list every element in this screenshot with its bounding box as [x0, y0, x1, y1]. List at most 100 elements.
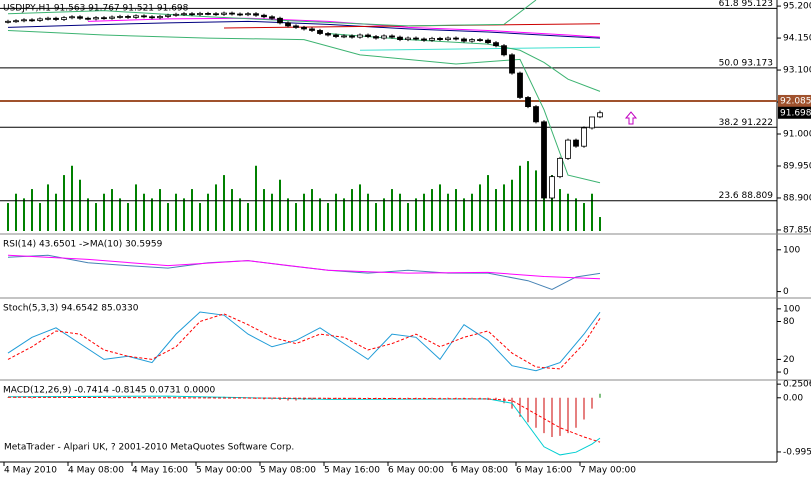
indicator-line — [359, 46, 601, 51]
candle-body — [149, 16, 155, 19]
fibo-label: 50.0 93.173 — [719, 58, 773, 68]
footer: MetaTrader - Alpari UK, ? 2001-2010 Meta… — [4, 443, 294, 453]
candle-body — [253, 13, 259, 16]
candle-body — [277, 17, 283, 24]
candle-body — [165, 14, 171, 17]
candle-body — [533, 106, 539, 123]
time-label: 6 May 00:00 — [388, 466, 444, 476]
pane-title: Stoch(5,3,3) 94.6542 85.0330 — [3, 304, 139, 314]
y-tick-label: 89.950 — [783, 161, 811, 171]
fibo-label: 38.2 91.222 — [719, 118, 773, 128]
y-tick-label: 80 — [783, 317, 795, 327]
y-tick-label: 87.850 — [783, 225, 811, 235]
candle-body — [437, 37, 443, 40]
y-tick-label: 100 — [783, 304, 800, 314]
candle-body — [565, 139, 571, 159]
candle-body — [293, 25, 299, 28]
candle-body — [309, 28, 315, 31]
candle-body — [117, 16, 123, 18]
indicator-line — [7, 0, 537, 27]
candle-body — [93, 17, 99, 20]
candle-body — [477, 39, 483, 41]
candle-body — [101, 17, 107, 20]
indicator-line — [7, 29, 601, 184]
y-tick-label: 91.000 — [783, 130, 811, 140]
candle-body — [381, 35, 387, 39]
candle-body — [213, 13, 219, 16]
candle-body — [205, 13, 211, 15]
candle-body — [317, 30, 323, 34]
candle-body — [589, 116, 595, 129]
price-tag-label: 92.085 — [780, 96, 811, 106]
fibo-label: 61.8 95.123 — [719, 0, 773, 9]
candle-body — [349, 35, 355, 38]
time-label: 4 May 16:00 — [132, 466, 188, 476]
time-label: 4 May 08:00 — [68, 466, 124, 476]
time-label: 5 May 00:00 — [196, 466, 252, 476]
candle-body — [525, 97, 531, 108]
candle-body — [341, 35, 347, 38]
candle-body — [261, 14, 267, 18]
indicator-line — [7, 311, 601, 372]
candle-body — [53, 17, 59, 20]
candle-body — [5, 20, 11, 23]
y-tick-label: 0.2506 — [783, 380, 811, 390]
candle-body — [133, 15, 139, 18]
candle-body — [21, 19, 27, 22]
candle-body — [581, 127, 587, 147]
candle-body — [557, 157, 563, 178]
candle-body — [517, 72, 523, 98]
indicator-line — [7, 313, 601, 370]
candle-body — [333, 34, 339, 37]
bid-tag-label: 91.698 — [780, 108, 811, 118]
candle-body — [157, 16, 163, 19]
candle-body — [173, 13, 179, 16]
candle-body — [189, 13, 195, 16]
time-label: 7 May 00:00 — [580, 466, 636, 476]
candle-body — [493, 42, 499, 47]
candle-body — [125, 16, 131, 18]
candle-body — [245, 13, 251, 16]
candle-body — [469, 39, 475, 42]
candle-body — [85, 17, 91, 20]
candle-body — [509, 54, 515, 74]
y-tick-label: 0 — [783, 287, 789, 297]
y-tick-label: 95.200 — [783, 2, 811, 12]
candle-body — [389, 35, 395, 38]
candle-body — [301, 27, 307, 30]
candle-body — [69, 16, 75, 19]
y-tick-label: 88.900 — [783, 193, 811, 203]
y-tick-label: 100 — [783, 245, 800, 255]
candle-body — [461, 38, 467, 42]
candle-body — [421, 38, 427, 41]
candle-body — [197, 13, 203, 16]
indicator-line — [7, 396, 601, 443]
candle-body — [109, 16, 115, 19]
bid-tag — [778, 106, 811, 119]
candle-body — [453, 37, 459, 40]
price-tag — [778, 94, 811, 107]
candle-body — [485, 39, 491, 44]
candle-body — [29, 19, 35, 22]
candle-body — [357, 34, 363, 38]
y-tick-label: 20 — [783, 355, 795, 365]
time-label: 6 May 08:00 — [452, 466, 508, 476]
y-tick-label: 93.100 — [783, 66, 811, 76]
candle-body — [269, 16, 275, 19]
candle-body — [237, 13, 243, 16]
candle-body — [429, 37, 435, 41]
alert-arrow — [624, 111, 638, 125]
y-tick-label: 0 — [783, 368, 789, 378]
indicator-line — [7, 254, 601, 280]
fibo-label: 23.6 88.809 — [719, 191, 774, 201]
candle-body — [501, 45, 507, 56]
candle-body — [181, 13, 187, 16]
candle-body — [229, 12, 235, 15]
candle-body — [541, 121, 547, 199]
candle-body — [549, 176, 555, 199]
candle-body — [285, 22, 291, 27]
y-tick-label: -0.9951 — [783, 447, 811, 457]
time-label: 5 May 08:00 — [260, 466, 316, 476]
candle-body — [413, 37, 419, 40]
